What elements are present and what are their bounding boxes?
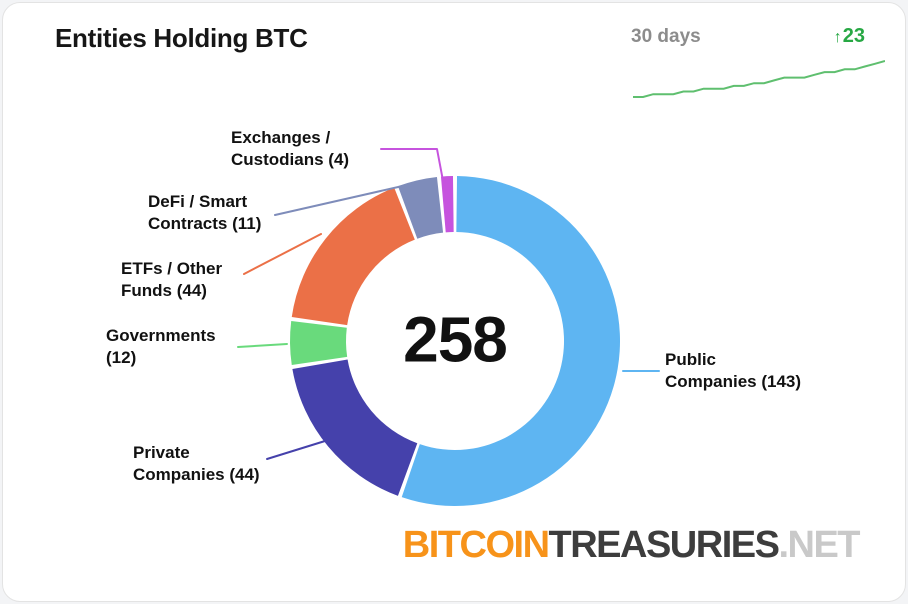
leader-line-exchanges — [380, 148, 445, 187]
donut-segment-etfs-other-funds[interactable] — [291, 187, 415, 326]
donut-segment-private-companies[interactable] — [292, 359, 418, 496]
callout-governments: Governments (12) — [106, 326, 216, 367]
sparkline-chart — [633, 60, 885, 98]
donut-center-total: 258 — [403, 303, 508, 376]
period-stats: 30 days ↑ 23 — [631, 25, 865, 48]
change-value: 23 — [842, 25, 865, 47]
logo-net: .NET — [778, 524, 860, 566]
logo-treasuries: TREASURIES — [548, 524, 780, 566]
callout-etfs-other-funds: ETFs / Other Funds (44) — [121, 259, 223, 300]
donut-segment-public-companies[interactable] — [401, 176, 621, 506]
donut-segment-governments[interactable] — [290, 320, 348, 366]
donut-segment-exchanges-custodians[interactable] — [440, 176, 454, 233]
leader-line-defi — [274, 184, 408, 216]
callout-private-companies: Private Companies (44) — [133, 443, 260, 484]
chart-title: Entities Holding BTC — [55, 23, 308, 53]
up-arrow-icon: ↑ — [833, 29, 842, 46]
leader-line-private — [266, 440, 326, 460]
change-indicator: ↑ 23 — [834, 25, 865, 48]
leader-line-etfs — [243, 233, 322, 275]
donut-segment-defi-smart-contracts[interactable] — [397, 176, 444, 239]
leader-line-governments — [237, 343, 288, 348]
donut-chart — [237, 148, 660, 506]
bitcointreasuries-logo: BITCOINTREASURIES.NET — [402, 524, 861, 567]
period-label: 30 days — [631, 26, 701, 47]
sparkline-path — [633, 60, 885, 98]
callout-defi-smart-contracts: DeFi / Smart Contracts (11) — [148, 192, 262, 233]
callout-public-companies: Public Companies (143) — [665, 350, 802, 391]
logo-bitcoin: BITCOIN — [402, 524, 550, 566]
callout-exchanges-custodians: Exchanges / Custodians (4) — [231, 128, 350, 169]
donut-segments — [290, 176, 621, 506]
